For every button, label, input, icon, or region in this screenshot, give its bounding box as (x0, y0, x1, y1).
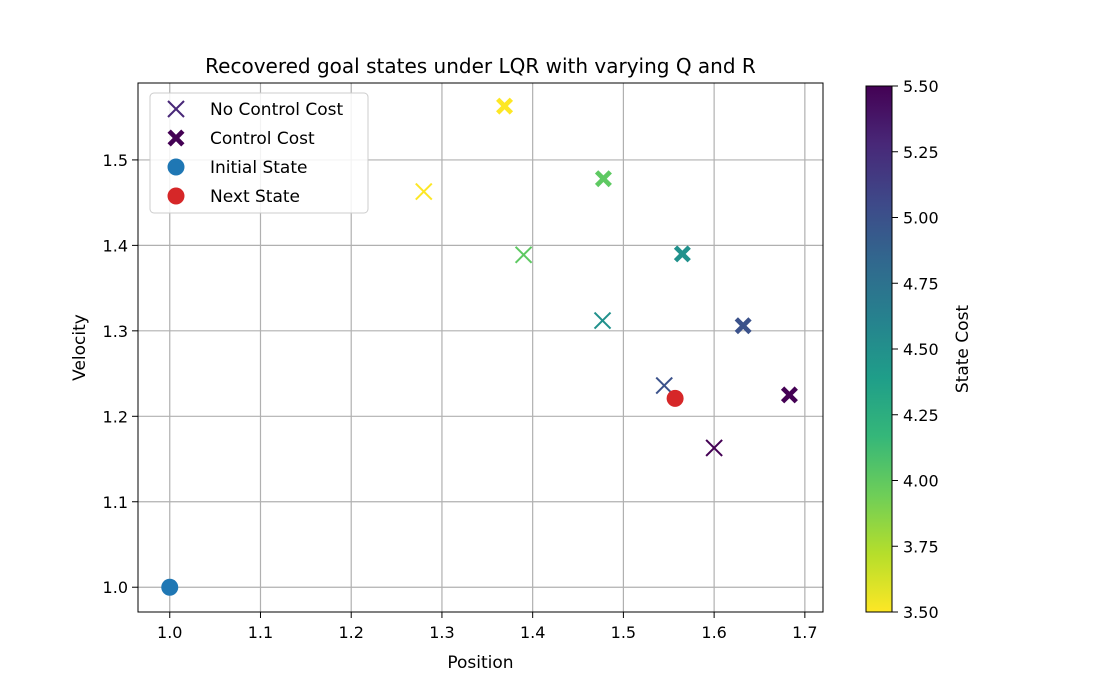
legend-x-marker-icon (167, 100, 185, 118)
legend: No Control Cost Control Cost Initial State… (149, 92, 369, 214)
legend-box (149, 92, 369, 214)
colorbar-tick-label: 3.50 (903, 603, 939, 622)
x-tick-label: 1.4 (520, 623, 545, 642)
legend-entry-label: Initial State (210, 158, 307, 178)
x-tick-label: 1.7 (792, 623, 817, 642)
y-tick-label: 1.5 (103, 151, 128, 170)
no-control-cost-point (415, 182, 433, 201)
y-tick-label: 1.1 (103, 493, 128, 512)
legend-circle-marker-icon (167, 158, 185, 176)
y-tick-label: 1.3 (103, 322, 128, 341)
no-control-cost-point (655, 376, 673, 395)
colorbar: State Cost 3.50 3.75 4.00 4.25 4.50 4.75 5.00 5… (865, 77, 973, 622)
colorbar-tick-label: 5.00 (903, 209, 939, 228)
legend-filled-x-marker-icon (167, 129, 185, 147)
colorbar-label: State Cost (953, 305, 973, 394)
x-marker-stroke (415, 182, 433, 201)
no-control-cost-point (705, 439, 723, 457)
plot-area-frame (137, 82, 824, 613)
y-tick-label: 1.4 (103, 236, 128, 255)
x-marker-stroke (705, 439, 723, 457)
no-control-cost-point (593, 311, 612, 330)
colorbar-tick-label: 4.00 (903, 472, 939, 491)
data-points (161, 97, 798, 596)
x-tick-label: 1.1 (248, 623, 273, 642)
legend-entry-label: Control Cost (210, 129, 315, 149)
x-tick-label: 1.6 (701, 623, 726, 642)
control-cost-point (673, 245, 691, 263)
control-cost-point (594, 170, 612, 188)
x-marker-stroke (514, 246, 533, 264)
next-state-point (666, 389, 684, 407)
y-tick-label: 1.2 (103, 407, 128, 426)
x-marker-stroke (655, 376, 673, 395)
colorbar-tick-label: 4.50 (903, 340, 939, 359)
x-tick-label: 1.5 (611, 623, 636, 642)
axis-ticks: 1.0 1.1 1.2 1.3 1.4 1.5 1.6 1.7 1.0 1.1 1.2 1.3 1.4 1… (103, 151, 818, 642)
control-cost-point (734, 317, 752, 335)
legend-circle-marker-icon (167, 187, 185, 205)
x-tick-label: 1.3 (429, 623, 454, 642)
colorbar-tick-label: 5.25 (903, 143, 939, 162)
no-control-cost-point (514, 246, 533, 264)
control-cost-point (780, 386, 798, 404)
colorbar-tick-label: 5.50 (903, 77, 939, 96)
x-tick-label: 1.0 (157, 623, 182, 642)
colorbar-tick-label: 4.25 (903, 406, 939, 425)
x-axis-label: Position (447, 653, 513, 673)
x-marker-stroke (167, 100, 185, 118)
x-marker-stroke (593, 311, 612, 330)
x-tick-label: 1.2 (338, 623, 363, 642)
colorbar-tick-label: 3.75 (903, 537, 939, 556)
y-tick-label: 1.0 (103, 578, 128, 597)
initial-state-point (161, 578, 179, 596)
control-cost-point (496, 97, 514, 115)
legend-entry-label: No Control Cost (210, 100, 344, 120)
colorbar-gradient (865, 85, 893, 613)
chart-title: Recovered goal states under LQR with var… (205, 54, 756, 78)
y-axis-label: Velocity (70, 314, 90, 381)
legend-entry-label: Next State (210, 187, 300, 207)
colorbar-tick-label: 4.75 (903, 274, 939, 293)
